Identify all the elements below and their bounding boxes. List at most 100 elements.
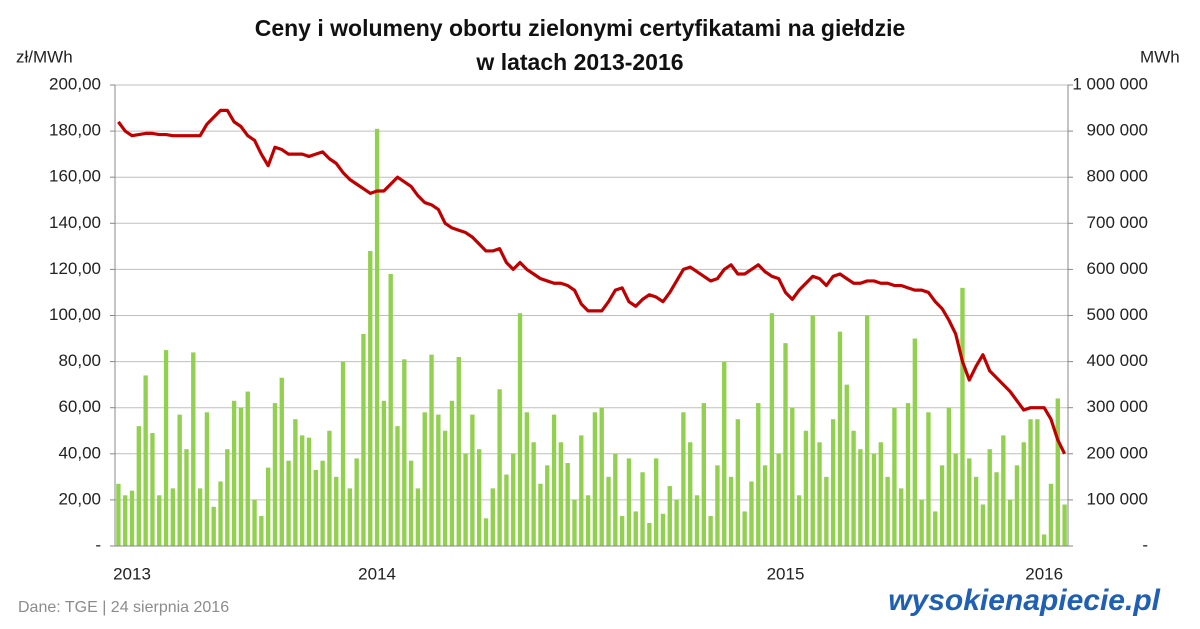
bar xyxy=(463,453,468,546)
bar xyxy=(599,407,604,546)
bar xyxy=(572,499,577,546)
x-tick-label: 2016 xyxy=(1025,564,1063,583)
bar xyxy=(347,488,353,546)
bar xyxy=(967,458,972,546)
bar xyxy=(660,513,666,546)
bar xyxy=(899,488,904,546)
bar xyxy=(231,400,237,546)
bar xyxy=(606,476,611,546)
bar xyxy=(551,414,557,546)
bar xyxy=(483,518,489,546)
chart-title: Ceny i wolumeny obortu zielonymi certyfi… xyxy=(255,15,906,41)
bar xyxy=(497,389,502,546)
bar xyxy=(613,453,618,546)
bar xyxy=(402,359,407,546)
bar xyxy=(592,412,598,546)
bar xyxy=(340,361,346,546)
bar xyxy=(558,442,564,546)
y2-tick-label: 600 000 xyxy=(1087,259,1148,278)
bar xyxy=(449,400,455,546)
bar xyxy=(116,483,121,546)
y2-tick-label: 1 000 000 xyxy=(1072,74,1148,93)
y-tick-label: 200,00 xyxy=(49,74,101,93)
bar xyxy=(633,511,638,546)
y2-tick-label: 800 000 xyxy=(1087,167,1148,186)
bar xyxy=(715,465,720,546)
bar xyxy=(415,488,421,546)
bars xyxy=(116,128,1067,547)
bar xyxy=(1055,398,1060,546)
axes: - 20,00 40,00 60,00 80,00 100,00 120,00 140,00 1… xyxy=(49,74,1148,583)
bar xyxy=(477,449,482,546)
bar xyxy=(756,403,761,546)
bar xyxy=(517,313,523,546)
bar xyxy=(926,412,931,546)
bar xyxy=(531,442,536,546)
bar xyxy=(388,274,393,546)
bar xyxy=(865,315,870,546)
y-tick-label: 80,00 xyxy=(58,351,101,370)
bar xyxy=(653,458,659,546)
bar xyxy=(327,430,332,546)
y2-tick-label: 300 000 xyxy=(1087,397,1148,416)
bar xyxy=(368,250,373,546)
bar xyxy=(871,453,877,546)
y2-tick-label: 700 000 xyxy=(1087,213,1148,232)
y-tick-label: 120,00 xyxy=(49,259,101,278)
bar xyxy=(919,499,924,546)
bar xyxy=(824,476,829,546)
bar xyxy=(381,400,387,546)
y2-tick-label: 100 000 xyxy=(1087,489,1148,508)
logo: wysokienapiecie.pl xyxy=(888,584,1160,617)
bar xyxy=(980,504,986,546)
lines xyxy=(117,108,1067,455)
bar xyxy=(701,403,706,546)
bar xyxy=(858,449,863,546)
y2-axis-label: MWh xyxy=(1140,47,1180,66)
bar xyxy=(735,419,741,546)
bar xyxy=(742,511,747,546)
bar xyxy=(218,481,223,546)
bar xyxy=(796,495,802,546)
bar xyxy=(905,403,911,546)
bar xyxy=(320,460,325,546)
bar xyxy=(456,356,461,546)
bar xyxy=(667,486,672,546)
chart-title: w latach 2013-2016 xyxy=(475,49,683,75)
bar xyxy=(293,419,298,546)
bar xyxy=(1062,504,1067,546)
bar xyxy=(1014,465,1020,546)
bar xyxy=(1028,419,1033,546)
bar xyxy=(225,449,230,546)
bar xyxy=(177,414,182,546)
bar xyxy=(361,333,366,546)
bar xyxy=(619,516,625,546)
bar xyxy=(939,465,945,546)
y-tick-label: 100,00 xyxy=(49,305,101,324)
bar xyxy=(837,331,843,546)
y-tick-label: 180,00 xyxy=(49,121,101,140)
y-tick-label: 140,00 xyxy=(49,213,101,232)
bar xyxy=(1041,534,1047,546)
bar xyxy=(960,287,965,546)
bar xyxy=(769,313,775,546)
bar xyxy=(306,437,312,546)
bar xyxy=(585,495,591,546)
bar xyxy=(252,499,257,546)
bar xyxy=(817,442,822,546)
bar xyxy=(524,412,530,546)
bar xyxy=(204,412,210,546)
bar xyxy=(912,338,918,546)
bar xyxy=(933,511,938,546)
bar xyxy=(844,384,849,546)
bar xyxy=(830,419,836,546)
bar xyxy=(136,426,142,546)
bar xyxy=(783,343,788,546)
y2-tick-label: 500 000 xyxy=(1087,305,1148,324)
source-note: Dane: TGE | 24 sierpnia 2016 xyxy=(18,599,229,616)
bar xyxy=(197,488,203,546)
y-tick-label: 60,00 xyxy=(58,397,101,416)
bar xyxy=(279,377,284,546)
bar xyxy=(436,414,441,546)
